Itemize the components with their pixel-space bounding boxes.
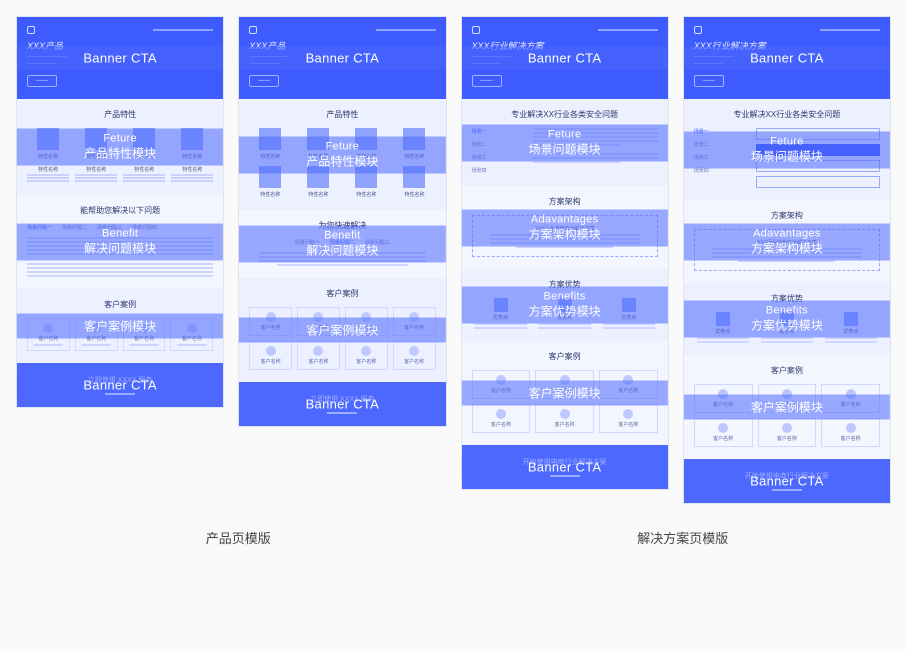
benefit-tab[interactable]: 场景问题二 bbox=[62, 224, 87, 231]
feature-heading: 产品特性 bbox=[27, 109, 213, 120]
scene-section: 专业解决XX行业各类安全问题 场景一 场景二 场景三 场景四 F bbox=[462, 99, 668, 186]
banner-cta-button[interactable]: —— bbox=[472, 75, 502, 87]
product-caption: 产品页模版 bbox=[134, 528, 342, 547]
cases-section: 客户案例 客户名称 客户名称 客户名称 客户名称 客户名称 客户名称 客户案例模… bbox=[684, 355, 890, 459]
case-card: 客户名称 bbox=[27, 318, 70, 351]
hero-banner: XXX行业解决方案 —————————————— —— Banner CTA bbox=[684, 17, 890, 99]
bottom-cta-section: 开始使用电商行业解决方案 Banner CTA bbox=[462, 445, 668, 489]
benefit-section: 为您快速解决 场景问题一 场景问题二 场景问题三 Benefit 解决问题模块 bbox=[239, 210, 445, 278]
scene-tab[interactable]: 场景二 bbox=[472, 141, 528, 148]
solution-mock-b: XXX行业解决方案 —————————————— —— Banner CTA 专… bbox=[683, 16, 891, 504]
scene-card[interactable] bbox=[756, 160, 880, 172]
benefit-tab[interactable]: 场景问题三 bbox=[97, 224, 122, 231]
advantages-section: 方案优势 优势点 优势点 优势点 Benefits 方案优势模块 bbox=[684, 283, 890, 355]
advantages-section: 方案优势 优势点 优势点 优势点 Benefits 方案优势模块 bbox=[462, 269, 668, 341]
scene-tab[interactable]: 场景三 bbox=[472, 154, 528, 161]
scene-tab[interactable]: 场景一 bbox=[472, 128, 528, 135]
banner-cta-button[interactable]: —— bbox=[249, 75, 279, 87]
feature-section: 产品特性 特性名称 特性名称 特性名称 特性名称 特性名称 特性名称 特性名称 … bbox=[17, 99, 223, 195]
solution-caption: 解决方案页模版 bbox=[579, 528, 787, 547]
cases-section: 客户案例 客户名称 客户名称 客户名称 客户名称 客户名称 客户名称 客户案例模… bbox=[462, 341, 668, 445]
bottom-cta-section: 开始使用电商行业解决方案 Banner CTA bbox=[684, 459, 890, 503]
hero-banner: XXX产品 —————————————— —— Banner CTA bbox=[17, 17, 223, 99]
cases-section: 客户案例 客户名称 客户名称 客户名称 客户名称 客户名称 客户名称 客户名称 … bbox=[239, 278, 445, 382]
scene-section: 专业解决XX行业各类安全问题 场景一 场景二 场景三 场景四 bbox=[684, 99, 890, 200]
benefit-tab[interactable]: 场景问题一 bbox=[27, 224, 52, 231]
feature-section: 产品特性 特性名称 特性名称 特性名称 特性名称 特性名称 特性名称 特性名称 … bbox=[239, 99, 445, 210]
product-mock-a: XXX产品 —————————————— —— Banner CTA 产品特性 … bbox=[16, 16, 224, 408]
bottom-cta-section: 立即使用 XXXX 服务 Banner CTA bbox=[17, 363, 223, 407]
benefit-tab[interactable]: 场景问题四 bbox=[132, 224, 157, 231]
benefit-heading: 能帮助您解决以下问题 bbox=[27, 205, 213, 216]
banner-cta-button[interactable]: —— bbox=[694, 75, 724, 87]
solution-mock-a: XXX行业解决方案 —————————————— —— Banner CTA 专… bbox=[461, 16, 669, 490]
product-mock-b: XXX产品 —————————————— —— Banner CTA 产品特性 … bbox=[238, 16, 446, 427]
benefit-section: 能帮助您解决以下问题 场景问题一 场景问题二 场景问题三 场景问题四 Benef… bbox=[17, 195, 223, 289]
banner-cta-button[interactable]: —— bbox=[27, 75, 57, 87]
arch-section: 方案架构 XXX行业监管安全解决方案 Adavantages 方案架构模块 bbox=[462, 186, 668, 269]
cases-section: 客户案例 客户名称 客户名称 客户名称 客户名称 客户案例模块 bbox=[17, 289, 223, 363]
solution-template-a: XXX行业解决方案 —————————————— —— Banner CTA 专… bbox=[461, 16, 669, 504]
banner-title: XXX产品 bbox=[27, 39, 213, 52]
scene-card[interactable] bbox=[756, 144, 880, 156]
solution-template-b: XXX行业解决方案 —————————————— —— Banner CTA 专… bbox=[683, 16, 891, 518]
arch-section: 方案架构 XXX行业监管安全解决方案 Adavantages 方案架构模块 bbox=[684, 200, 890, 283]
scene-card[interactable] bbox=[756, 128, 880, 140]
caption-row: 产品页模版 解决方案页模版 bbox=[16, 522, 891, 547]
product-template-b: XXX产品 —————————————— —— Banner CTA 产品特性 … bbox=[238, 16, 446, 441]
scene-tab[interactable]: 场景四 bbox=[472, 167, 528, 174]
bottom-cta-section: 立即使用 XXXX 服务 Banner CTA bbox=[239, 382, 445, 426]
hero-banner: XXX行业解决方案 —————————————— —— Banner CTA bbox=[462, 17, 668, 99]
arch-diagram: XXX行业监管安全解决方案 bbox=[472, 215, 658, 257]
cases-heading: 客户案例 bbox=[27, 299, 213, 310]
scene-card[interactable] bbox=[756, 176, 880, 188]
product-template-a: XXX产品 —————————————— —— Banner CTA 产品特性 … bbox=[16, 16, 224, 422]
template-board: XXX产品 —————————————— —— Banner CTA 产品特性 … bbox=[16, 16, 891, 518]
hero-banner: XXX产品 —————————————— —— Banner CTA bbox=[239, 17, 445, 99]
